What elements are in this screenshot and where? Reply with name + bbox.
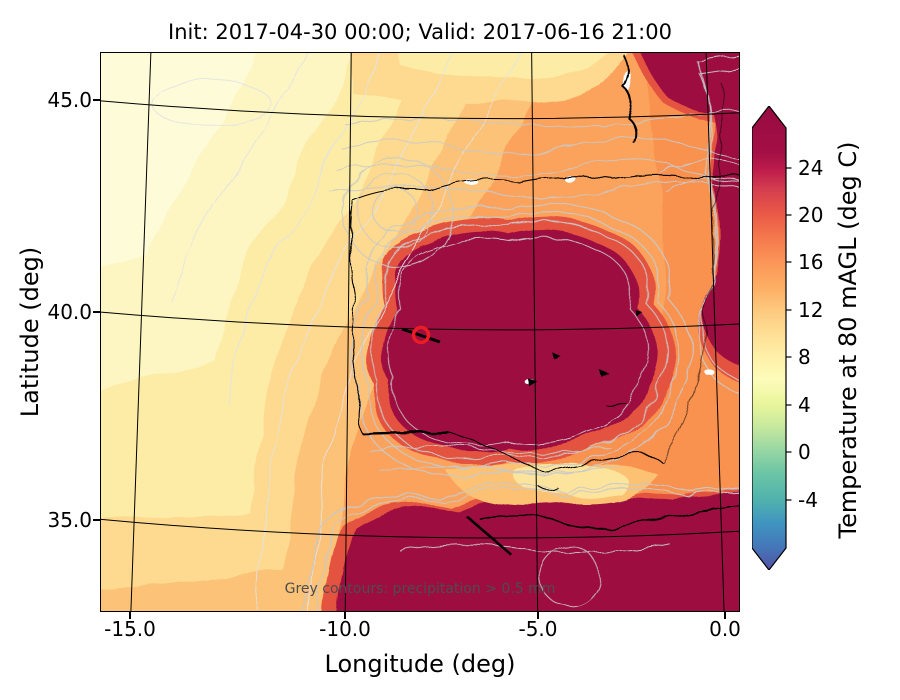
- colorbar-tick-marks: [786, 167, 792, 501]
- y-tick-label: 35.0: [47, 508, 92, 532]
- colorbar-tick-label: 16: [798, 250, 824, 274]
- y-tick-mark: [93, 519, 100, 521]
- x-tick-label: -10.0: [319, 617, 371, 641]
- colorbar-gradient-bar: [752, 106, 787, 570]
- x-axis-label: Longitude (deg): [324, 650, 516, 678]
- x-tick-label: -15.0: [104, 617, 156, 641]
- colorbar-label: Temperature at 80 mAGL (deg C): [834, 141, 862, 539]
- colorbar-tick-label: 20: [798, 203, 824, 227]
- y-axis-label: Latitude (deg): [16, 246, 44, 418]
- colorbar-tick-label: -4: [798, 488, 818, 512]
- colorbar-tick-label: 24: [798, 156, 824, 180]
- ocean-band-boundary-lines: [150, 53, 521, 611]
- x-tick-mark: [129, 612, 131, 619]
- x-tick-label: -5.0: [518, 617, 558, 641]
- ocean-temperature-bands: [101, 53, 635, 611]
- x-tick-label: 0.0: [709, 617, 741, 641]
- y-tick-mark: [93, 311, 100, 313]
- colorbar-tick-label: 0: [798, 440, 811, 464]
- x-tick-mark: [724, 612, 726, 619]
- station-marker: [401, 325, 441, 345]
- colorbar-tick-label: 8: [798, 345, 811, 369]
- y-tick-mark: [93, 99, 100, 101]
- y-tick-label: 45.0: [47, 88, 92, 112]
- temperature-map: [101, 53, 739, 611]
- colorbar: [752, 106, 792, 570]
- y-tick-label: 40.0: [47, 300, 92, 324]
- plot-title: Init: 2017-04-30 00:00; Valid: 2017-06-1…: [168, 20, 672, 44]
- precip-annotation: Grey contours: precipitation > 0.5 mm: [284, 581, 556, 597]
- x-tick-mark: [344, 612, 346, 619]
- colorbar-tick-label: 12: [798, 298, 824, 322]
- x-tick-mark: [537, 612, 539, 619]
- map-plot-area: Grey contours: precipitation > 0.5 mm: [100, 52, 740, 612]
- colorbar-tick-label: 4: [798, 393, 811, 417]
